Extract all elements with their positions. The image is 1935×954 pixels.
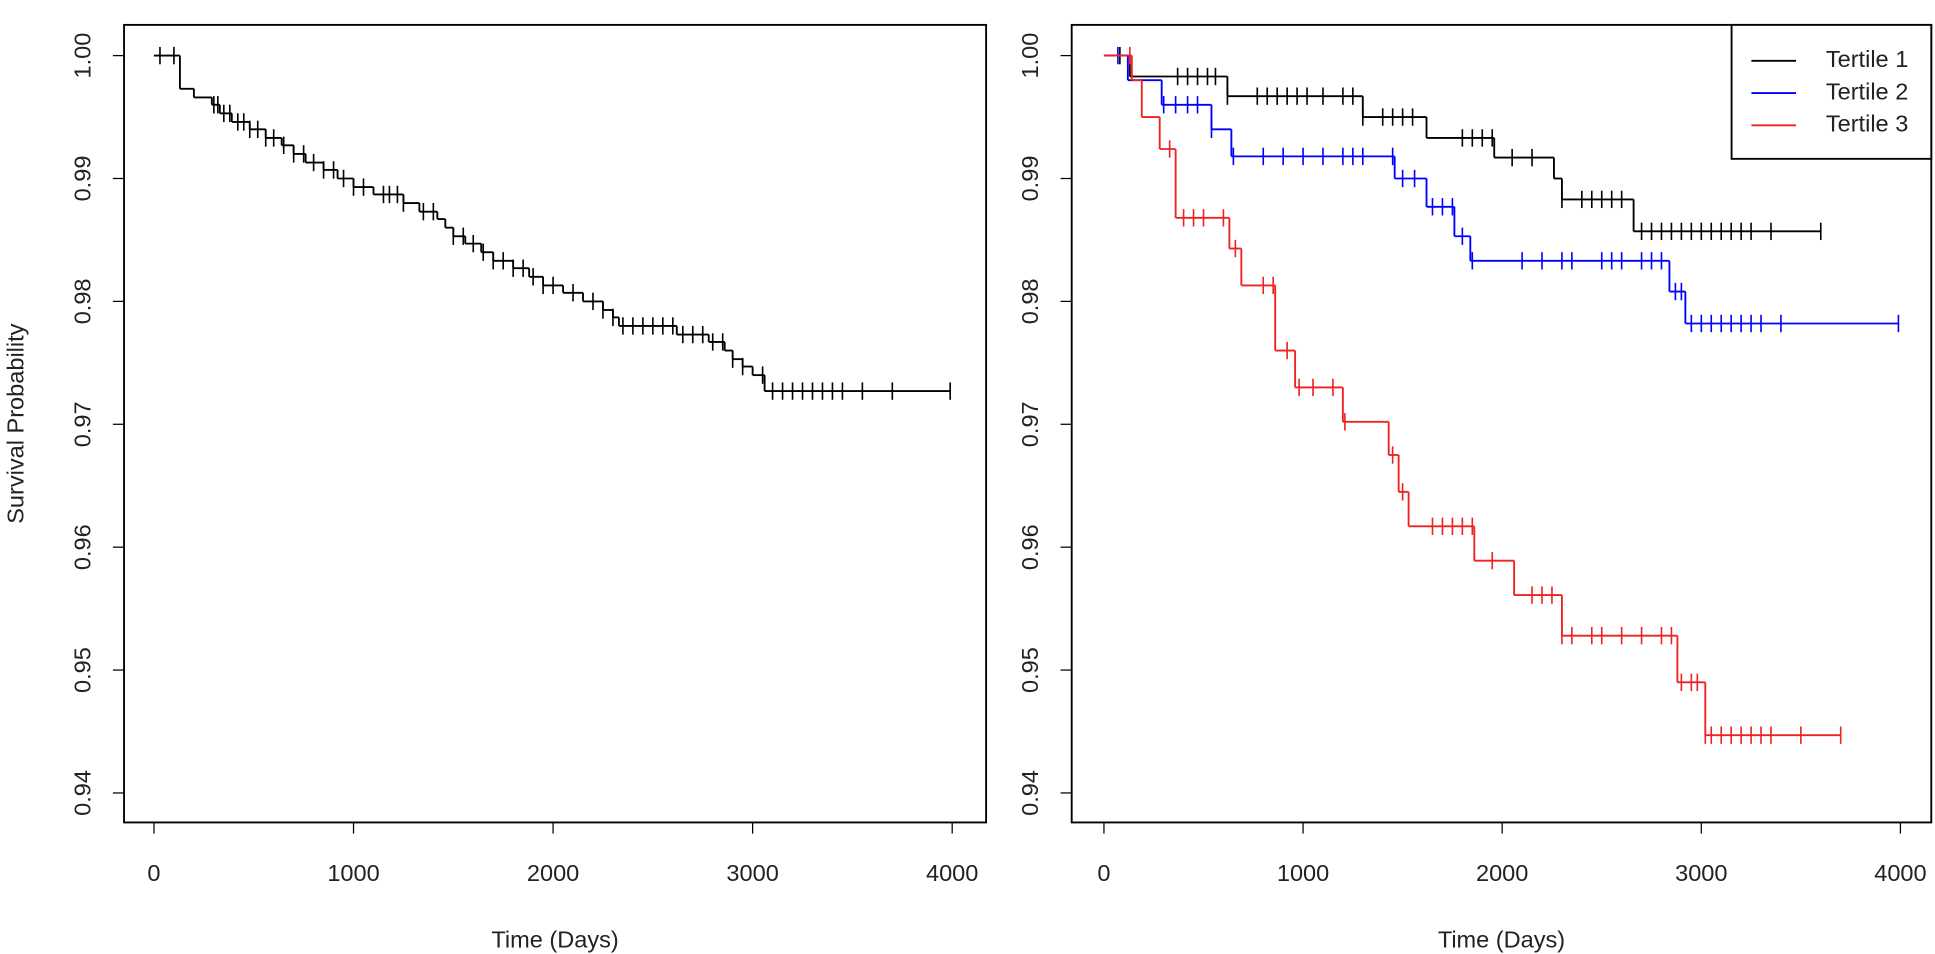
y-tick-label: 0.95 [70,647,96,693]
x-axis-label: Time (Days) [491,927,618,953]
x-tick-label: 2000 [527,860,579,886]
legend-box [1730,23,1933,160]
y-tick-label: 0.98 [70,278,96,324]
y-tick-label: 0.99 [1017,156,1043,202]
x-axis-label: Time (Days) [1438,927,1565,953]
y-tick-label: 0.99 [70,156,96,202]
x-tick-label: 0 [147,860,160,886]
x-tick-label: 0 [1097,860,1110,886]
y-tick-label: 0.95 [1017,647,1043,693]
x-tick-label: 1000 [1277,860,1329,886]
x-tick-label: 4000 [926,860,978,886]
y-tick-label: 1.00 [1017,33,1043,79]
legend-label: Tertile 1 [1826,46,1908,72]
x-tick-label: 2000 [1476,860,1528,886]
y-tick-label: 0.97 [1017,401,1043,447]
legend-label: Tertile 3 [1826,111,1908,137]
y-axis-label: Survival Probability [3,323,29,523]
y-tick-label: 0.97 [70,401,96,447]
x-tick-label: 1000 [327,860,379,886]
x-tick-label: 4000 [1874,860,1926,886]
y-tick-label: 0.94 [1017,770,1043,816]
x-tick-label: 3000 [1675,860,1727,886]
y-tick-label: 1.00 [70,33,96,79]
plot-frame [123,23,988,824]
y-tick-label: 0.96 [1017,524,1043,570]
y-tick-label: 0.94 [70,770,96,816]
x-tick-label: 3000 [726,860,778,886]
y-tick-label: 0.98 [1017,278,1043,324]
y-tick-label: 0.96 [70,524,96,570]
legend-label: Tertile 2 [1826,78,1908,104]
